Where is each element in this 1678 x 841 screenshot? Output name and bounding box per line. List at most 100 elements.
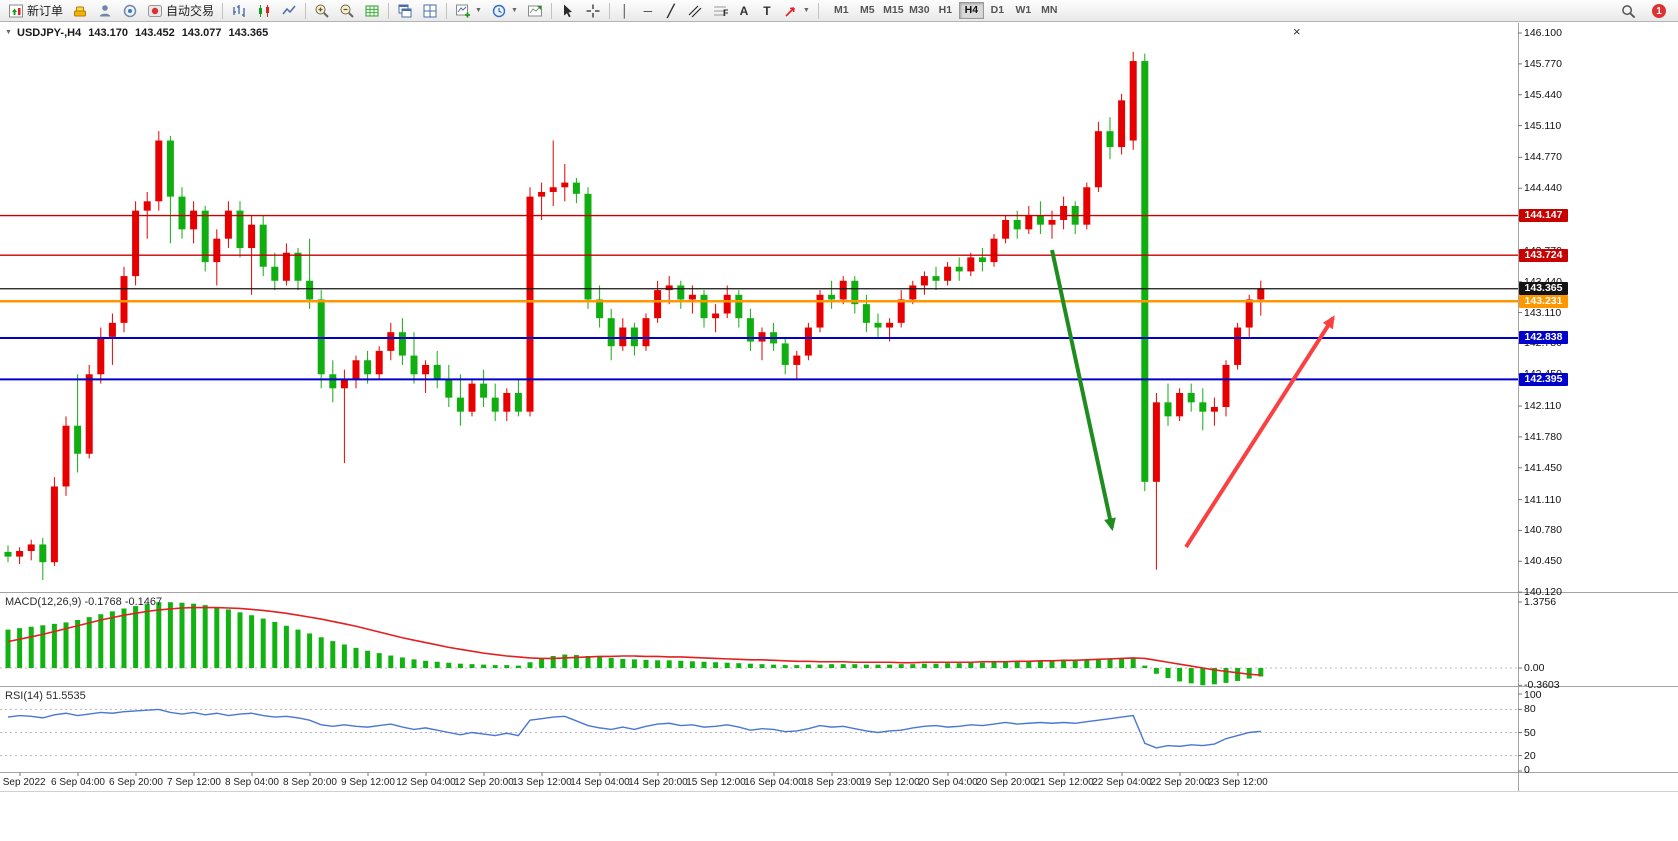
time-axis-label: 6 Sep 04:00 [51, 777, 105, 788]
candles-chart-button[interactable] [252, 1, 276, 21]
price-axis-label: 145.440 [1524, 88, 1562, 101]
chevron-down-icon: ▼ [475, 6, 482, 14]
price-level-badge: 143.365 [1519, 282, 1568, 296]
rsi-axis-label: 50 [1524, 726, 1536, 739]
price-axis-label: 141.780 [1524, 430, 1562, 443]
new-order-button[interactable]: 新订单 [4, 1, 67, 21]
price-pane[interactable] [0, 23, 1518, 592]
timeframe-h4-button[interactable]: H4 [958, 2, 984, 19]
price-axis-label: 140.120 [1524, 586, 1562, 599]
price-scale[interactable] [1518, 23, 1678, 772]
new-order-label: 新订单 [27, 3, 64, 18]
gold-button[interactable] [68, 1, 92, 21]
text-icon: A [739, 3, 749, 18]
profile-icon [99, 4, 111, 16]
cascade-windows-button[interactable] [393, 1, 417, 21]
timeframe-w1-button[interactable]: W1 [1011, 2, 1036, 19]
cascade-windows-icon [398, 4, 412, 17]
text-label-icon: T [763, 3, 771, 18]
bar-chart-icon [233, 4, 245, 17]
text-button[interactable]: A [733, 1, 755, 21]
time-axis-label: 15 Sep 12:00 [686, 777, 746, 788]
time-axis-label: 20 Sep 04:00 [918, 777, 978, 788]
line-chart-icon [282, 5, 296, 14]
macd-pane[interactable] [0, 593, 1518, 686]
macd-axis-label: -0.3603 [1524, 679, 1560, 691]
time-axis-label: 22 Sep 20:00 [1150, 777, 1210, 788]
tile-windows-button[interactable] [418, 1, 442, 21]
price-level-badge: 143.724 [1519, 248, 1568, 262]
price-axis-label: 142.110 [1524, 400, 1562, 413]
macd-histogram [5, 602, 1264, 686]
crosshair-button[interactable] [581, 1, 605, 21]
channel-button[interactable] [683, 1, 707, 21]
horizontal-line-icon: ─ [643, 3, 653, 18]
price-level-badge: 144.147 [1519, 209, 1568, 223]
macd-axis-label: 1.3756 [1524, 596, 1557, 608]
time-axis-label: 18 Sep 23:00 [802, 777, 862, 788]
fibonacci-button[interactable]: F [708, 1, 732, 21]
zoom-in-button[interactable] [310, 1, 334, 21]
toolbar-right: 1 [1621, 0, 1666, 22]
chevron-down-icon: ▼ [510, 6, 518, 14]
open-value: 143.170 [88, 27, 128, 39]
zoom-out-icon [340, 4, 354, 18]
new-order-icon [9, 4, 23, 17]
community-button[interactable] [118, 1, 142, 21]
low-value: 143.077 [181, 27, 222, 39]
period-button[interactable]: ▼ [487, 1, 522, 21]
timeframe-group: M1 M5 M15 M30 H1 H4 D1 W1 MN [829, 2, 1062, 19]
timeframe-m15-button[interactable]: M15 [881, 2, 906, 19]
profile-button[interactable] [93, 1, 117, 21]
autotrading-button[interactable]: 自动交易 [143, 1, 218, 21]
timeframe-mn-button[interactable]: MN [1037, 2, 1062, 19]
time-axis-label: 8 Sep 20:00 [283, 777, 337, 788]
zoom-in-icon [315, 4, 329, 18]
macd-signal-line [7, 606, 1261, 676]
time-axis-label: 13 Sep 12:00 [512, 777, 572, 788]
search-icon[interactable] [1621, 4, 1636, 19]
timeframe-d1-button[interactable]: D1 [985, 2, 1010, 19]
timeframe-m1-button[interactable]: M1 [829, 2, 854, 19]
chart-header: USDJPY-,H4 143.170 143.452 143.077 143.365 [17, 27, 275, 39]
vertical-line-icon: │ [621, 3, 629, 18]
toolbar-separator [446, 2, 448, 19]
time-axis-label: 20 Sep 20:00 [976, 777, 1036, 788]
arrows-icon [785, 6, 795, 17]
symbol-dropdown-icon[interactable]: ▼ [5, 29, 12, 36]
chart-close-icon[interactable]: × [1293, 24, 1301, 39]
text-label-button[interactable]: T [756, 1, 778, 21]
bar-chart-button[interactable] [227, 1, 251, 21]
macd-indicator-label: MACD(12,26,9) -0.1768 -0.1467 [5, 596, 163, 608]
arrows-button[interactable]: ▼ [779, 1, 814, 21]
rsi-pane[interactable] [0, 687, 1518, 772]
rsi-line [7, 708, 1261, 749]
timeframe-h1-button[interactable]: H1 [933, 2, 958, 19]
rsi-axis-label: 20 [1524, 749, 1536, 762]
zoom-out-button[interactable] [335, 1, 359, 21]
time-axis-label: 6 Sep 20:00 [109, 777, 163, 788]
channel-icon [688, 5, 702, 17]
new-chart-button[interactable]: ▼ [451, 1, 486, 21]
chart-shift-button[interactable] [523, 1, 547, 21]
price-axis-label: 145.770 [1524, 57, 1562, 70]
price-level-badge: 143.231 [1519, 294, 1568, 308]
vertical-line-button[interactable]: │ [614, 1, 636, 21]
cursor-button[interactable] [556, 1, 580, 21]
time-axis-label: 21 Sep 12:00 [1034, 777, 1094, 788]
time-axis-label: 7 Sep 12:00 [167, 777, 221, 788]
timeframe-m5-button[interactable]: M5 [855, 2, 880, 19]
horizontal-line-button[interactable]: ─ [637, 1, 659, 21]
autotrading-label: 自动交易 [166, 3, 215, 18]
price-axis-label: 140.780 [1524, 524, 1562, 537]
line-chart-button[interactable] [277, 1, 301, 21]
notification-badge[interactable]: 1 [1652, 4, 1666, 18]
rsi-axis-label: 80 [1524, 703, 1536, 716]
grid-button[interactable] [360, 1, 384, 21]
crosshair-icon [586, 4, 600, 17]
time-axis-label: 19 Sep 12:00 [860, 777, 920, 788]
trendline-button[interactable]: ╱ [660, 1, 682, 21]
community-icon [123, 4, 137, 17]
timeframe-m30-button[interactable]: M30 [907, 2, 932, 19]
